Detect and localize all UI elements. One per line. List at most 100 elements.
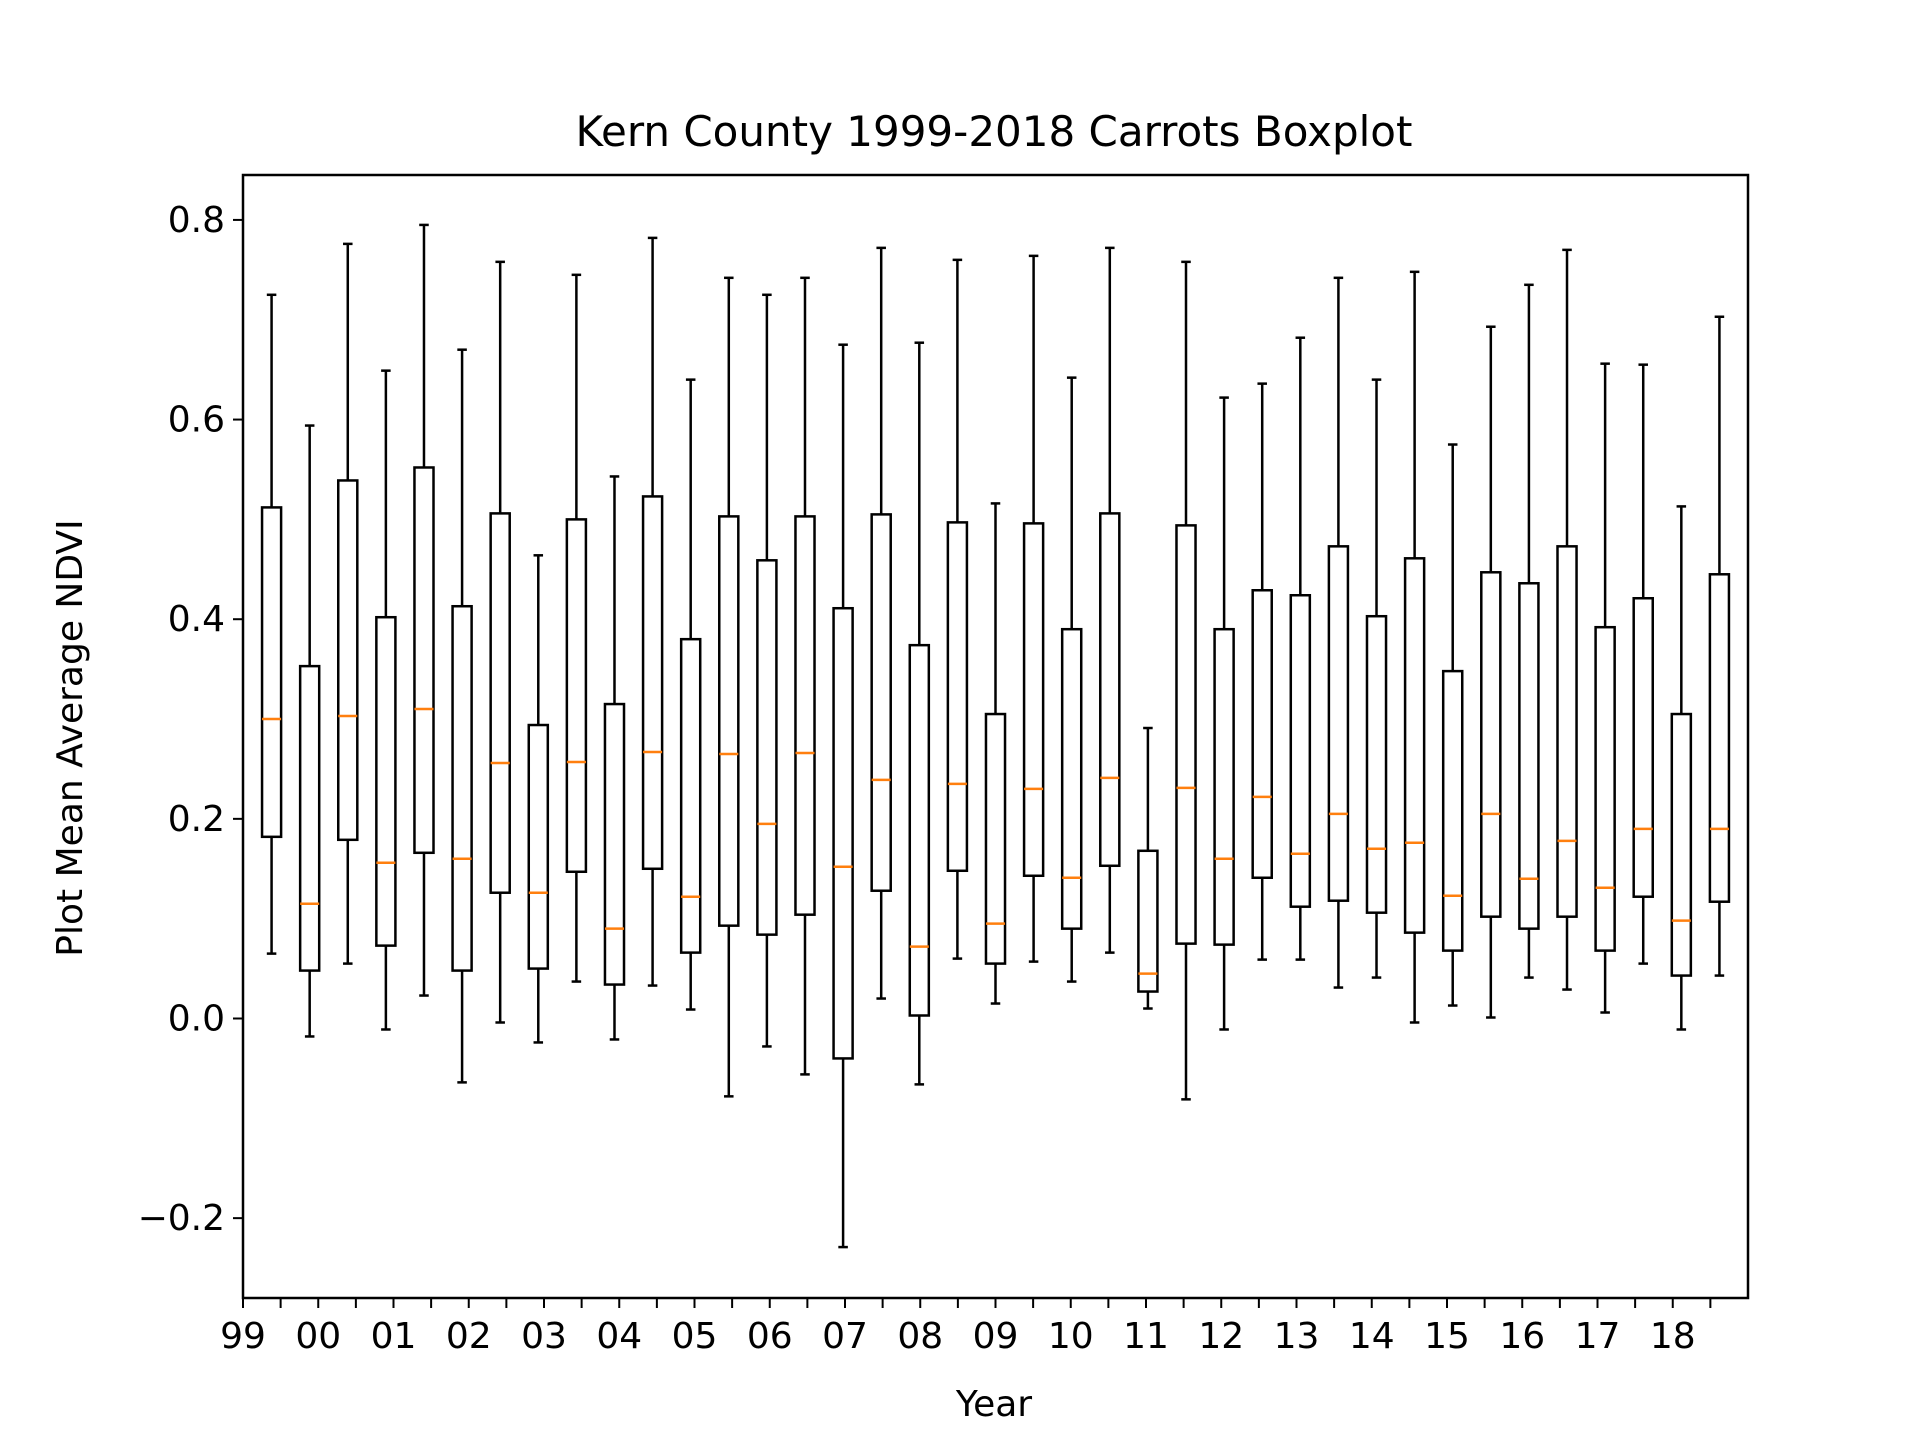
x-tick-label: 07 (822, 1316, 868, 1357)
y-axis-label: Plot Mean Average NDVI (50, 519, 91, 956)
box-18 (946, 258, 969, 960)
box-37 (1670, 505, 1693, 1031)
box-1 (298, 424, 321, 1038)
y-tick-label: 0.2 (168, 799, 225, 840)
chart-title: Kern County 1999-2018 Carrots Boxplot (576, 107, 1413, 156)
y-tick-label: 0.0 (168, 998, 225, 1039)
box-2 (337, 242, 359, 965)
x-tick-label: 01 (371, 1316, 417, 1357)
box-9 (603, 475, 626, 1041)
x-tick-label: 02 (446, 1316, 492, 1357)
x-tick-label: 06 (747, 1316, 793, 1357)
box-7-body (527, 723, 550, 970)
box-27 (1289, 336, 1312, 961)
box-33-body (1518, 582, 1540, 930)
box-15 (832, 343, 854, 1249)
box-27-body (1289, 594, 1312, 908)
box-34 (1556, 248, 1578, 991)
box-0 (260, 293, 283, 955)
box-0-body (260, 506, 283, 839)
box-26 (1251, 382, 1273, 961)
box-34-body (1556, 545, 1578, 918)
y-axis-ticks: −0.2 0.0 0.2 0.4 0.6 0.8 (138, 200, 243, 1239)
x-tick-label: 16 (1499, 1316, 1545, 1357)
x-tick-label: 05 (672, 1316, 718, 1357)
box-20-body (1022, 522, 1045, 878)
box-37-body (1670, 712, 1693, 977)
box-8 (565, 273, 588, 983)
box-14-body (794, 515, 816, 916)
x-tick-label: 03 (521, 1316, 567, 1357)
box-24-body (1175, 524, 1197, 945)
box-22-body (1099, 512, 1121, 868)
box-11-body (679, 637, 702, 954)
y-tick-label: −0.2 (138, 1198, 225, 1239)
box-30 (1403, 270, 1426, 1024)
box-38 (1708, 315, 1731, 977)
box-31 (1441, 443, 1464, 1007)
box-19-body (984, 712, 1007, 965)
box-30-body (1403, 557, 1426, 934)
box-3-body (375, 615, 397, 947)
box-1-body (298, 664, 321, 972)
box-38-body (1708, 573, 1731, 903)
box-3 (375, 369, 397, 1031)
box-36 (1632, 363, 1654, 965)
box-21 (1060, 376, 1083, 983)
x-tick-label: 08 (897, 1316, 943, 1357)
x-tick-label: 04 (596, 1316, 642, 1357)
box-7 (527, 554, 550, 1044)
box-17-body (908, 643, 931, 1017)
box-25 (1213, 396, 1235, 1031)
box-4 (413, 223, 435, 997)
box-23 (1137, 726, 1159, 1010)
box-28-body (1327, 545, 1350, 902)
y-tick-label: 0.4 (168, 599, 225, 640)
y-tick-label: 0.8 (168, 200, 225, 241)
box-13-body (756, 559, 778, 936)
box-29-body (1365, 614, 1388, 914)
box-14 (794, 276, 816, 1076)
box-5-body (451, 604, 473, 972)
box-32-body (1480, 571, 1502, 918)
box-5 (451, 348, 473, 1084)
box-33 (1518, 283, 1540, 979)
box-10-body (641, 495, 664, 871)
box-17 (908, 341, 931, 1086)
box-19 (984, 502, 1007, 1005)
box-group (260, 223, 1731, 1249)
box-2-body (337, 479, 359, 842)
box-26-body (1251, 589, 1273, 879)
x-tick-label: 99 (220, 1316, 266, 1357)
plot-frame (241, 173, 1750, 1300)
x-tick-label: 09 (973, 1316, 1019, 1357)
x-axis-label: Year (955, 1384, 1032, 1425)
x-tick-label: 00 (295, 1316, 341, 1357)
x-tick-label: 15 (1424, 1316, 1470, 1357)
x-axis-ticks: 99 00 01 02 03 04 05 06 07 08 09 10 11 12 13 14 15 16 17 18 (220, 1298, 1712, 1357)
box-36-body (1632, 596, 1654, 898)
box-11 (679, 378, 702, 1011)
x-tick-label: 13 (1274, 1316, 1320, 1357)
box-23-body (1137, 849, 1159, 993)
box-35-body (1594, 625, 1616, 952)
box-10 (641, 236, 664, 987)
box-31-body (1441, 669, 1464, 952)
box-18-body (946, 521, 969, 873)
box-35 (1594, 362, 1616, 1014)
box-16 (870, 246, 892, 1000)
box-24 (1175, 260, 1197, 1101)
box-12 (718, 276, 740, 1098)
box-28 (1327, 276, 1350, 989)
box-20 (1022, 254, 1045, 963)
box-13 (756, 293, 778, 1048)
box-6-body (489, 512, 511, 894)
box-32 (1480, 325, 1502, 1019)
x-tick-label: 18 (1650, 1316, 1696, 1357)
box-8-body (565, 518, 588, 874)
box-25-body (1213, 627, 1235, 946)
box-22 (1099, 246, 1121, 954)
y-tick-label: 0.6 (168, 400, 225, 441)
box-15-body (832, 606, 854, 1060)
